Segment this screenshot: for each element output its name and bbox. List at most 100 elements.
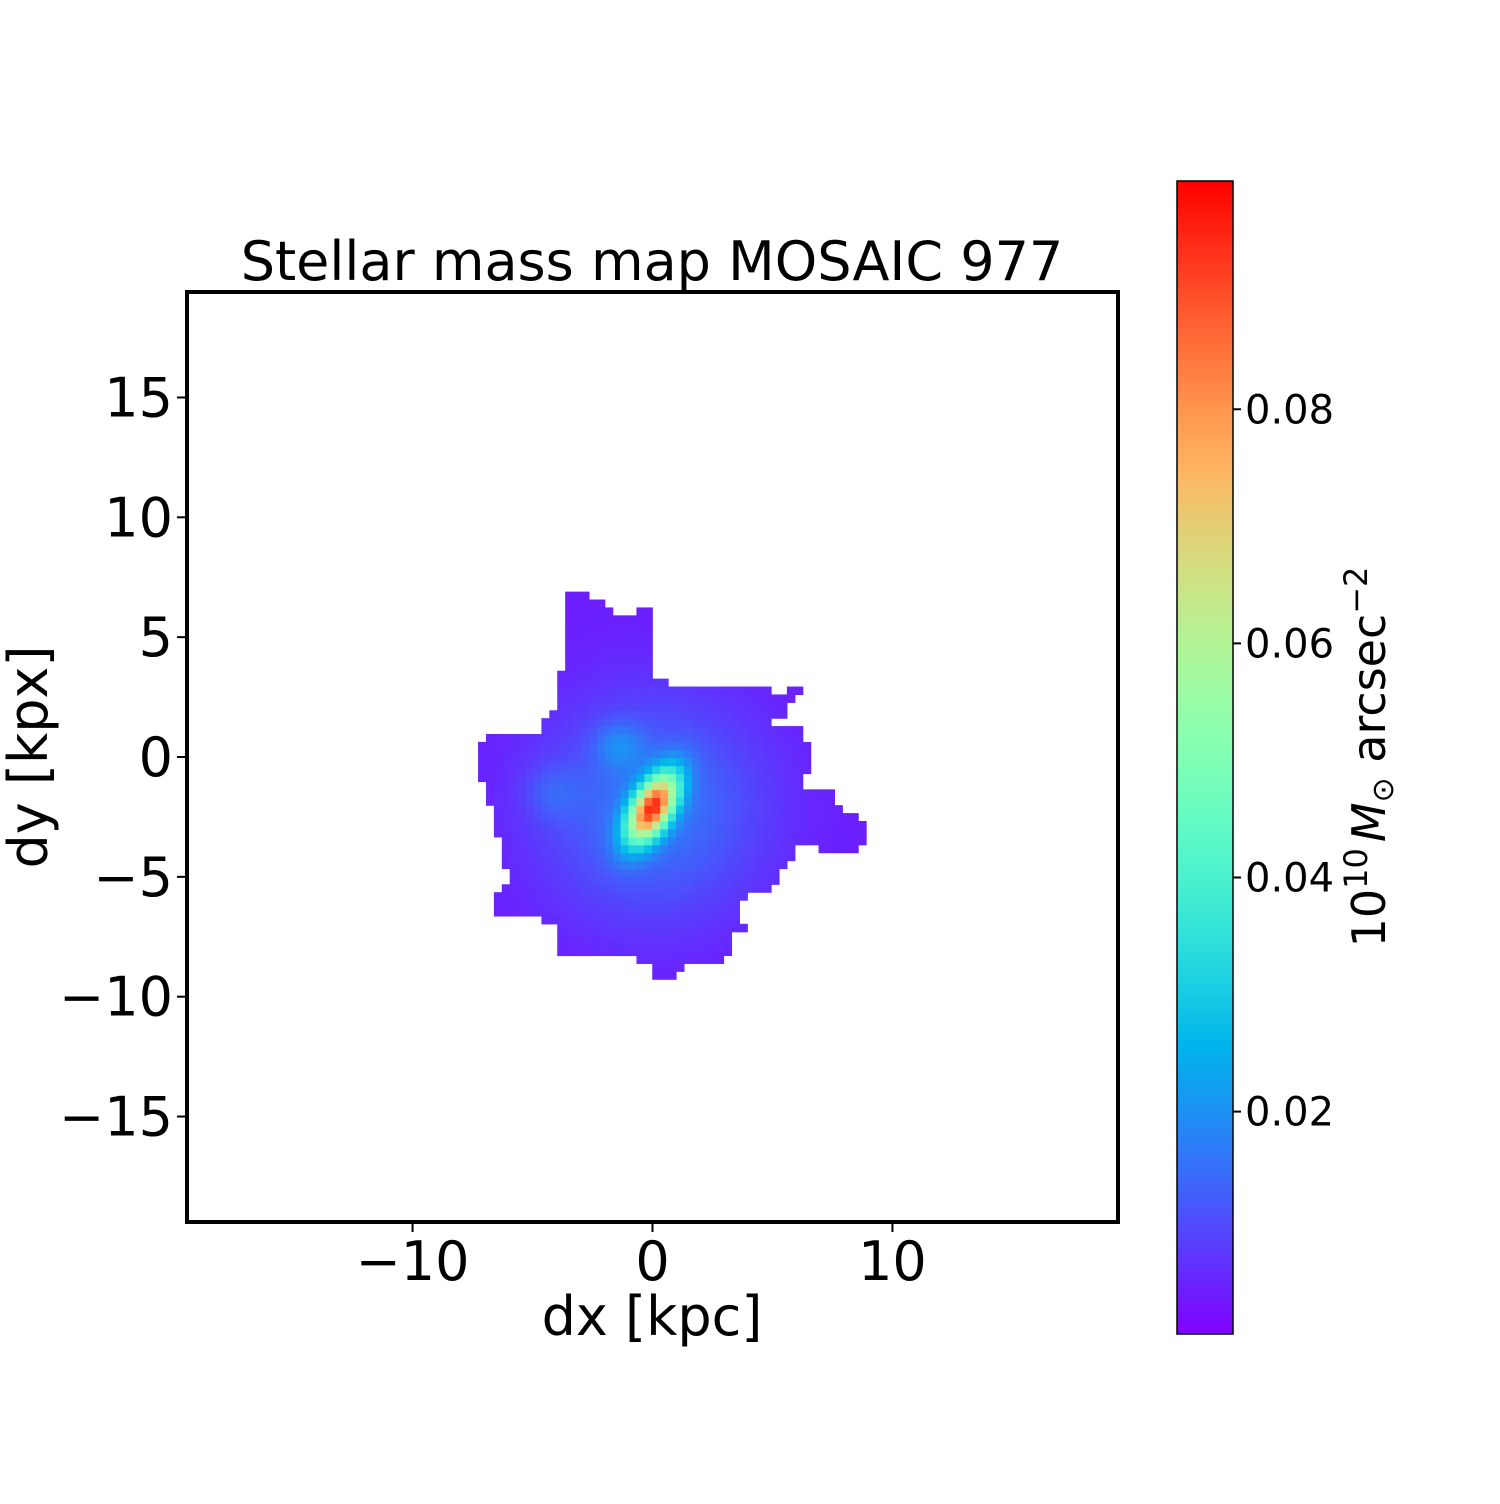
heatmap-cell: [668, 718, 677, 727]
heatmap-cell: [755, 741, 764, 751]
heatmap-cell: [691, 718, 701, 727]
heatmap-cell: [565, 623, 574, 632]
heatmap-cell: [794, 820, 804, 830]
heatmap-cell: [644, 900, 653, 909]
heatmap-cell: [612, 828, 622, 838]
heatmap-cell: [786, 726, 796, 735]
heatmap-cell: [739, 852, 748, 862]
heatmap-cell: [810, 836, 820, 846]
heatmap-cell: [533, 892, 543, 901]
heatmap-cell: [668, 868, 677, 877]
heatmap-cell: [786, 813, 796, 822]
heatmap-cell: [747, 757, 756, 767]
heatmap-cell: [493, 781, 503, 790]
heatmap-cell: [683, 757, 693, 767]
heatmap-cell: [644, 923, 653, 933]
heatmap-cell: [660, 789, 669, 798]
heatmap-cell: [755, 726, 764, 735]
heatmap-cell: [557, 892, 566, 901]
heatmap-cell: [604, 876, 614, 885]
heatmap-cell: [786, 836, 796, 846]
heatmap-cell: [644, 813, 653, 822]
heatmap-cell: [707, 710, 717, 719]
heatmap-cell: [628, 670, 638, 680]
heatmap-cell: [652, 765, 661, 775]
heatmap-cell: [786, 781, 796, 790]
heatmap-cell: [628, 813, 638, 822]
heatmap-cell: [723, 836, 733, 846]
heatmap-cell: [652, 694, 661, 703]
heatmap-cell: [612, 860, 622, 870]
heatmap-cell: [676, 908, 685, 917]
heatmap-cell: [763, 789, 772, 798]
heatmap-cell: [747, 852, 756, 862]
heatmap-cell: [612, 900, 622, 909]
heatmap-cell: [517, 908, 527, 917]
heatmap-cell: [731, 686, 740, 696]
heatmap-cell: [517, 813, 527, 822]
heatmap-cell: [636, 694, 645, 703]
heatmap-cell: [826, 813, 835, 822]
heatmap-cell: [612, 781, 622, 790]
heatmap-cell: [565, 805, 574, 814]
heatmap-cell: [676, 781, 685, 790]
heatmap-cell: [842, 820, 851, 830]
heatmap-cell: [652, 789, 661, 798]
heatmap-cell: [525, 820, 535, 830]
heatmap-cell: [596, 639, 606, 648]
heatmap-cell: [652, 892, 661, 901]
heatmap-cell: [557, 813, 566, 822]
heatmap-cell: [573, 718, 582, 727]
heatmap-cell: [573, 686, 582, 696]
heatmap-cell: [810, 797, 820, 806]
heatmap-cell: [683, 726, 693, 735]
heatmap-cell: [612, 741, 622, 751]
heatmap-cell: [596, 797, 606, 806]
heatmap-cell: [676, 733, 685, 743]
heatmap-cell: [715, 836, 725, 846]
heatmap-cell: [557, 765, 566, 775]
heatmap-cell: [580, 726, 590, 735]
heatmap-cell: [747, 797, 756, 806]
heatmap-cell: [565, 591, 574, 601]
heatmap-cell: [596, 852, 606, 862]
heatmap-cell: [668, 963, 677, 972]
heatmap-cell: [683, 915, 693, 925]
heatmap-cell: [676, 702, 685, 711]
heatmap-cell: [604, 900, 614, 909]
heatmap-cell: [644, 702, 653, 711]
heatmap-cell: [676, 710, 685, 719]
heatmap-cell: [549, 781, 558, 790]
heatmap-cell: [501, 789, 511, 798]
heatmap-cell: [501, 741, 511, 751]
heatmap-cell: [691, 844, 701, 854]
heatmap-cell: [533, 852, 543, 862]
heatmap-cell: [676, 844, 685, 854]
heatmap-cell: [699, 868, 709, 877]
x-tick-label: 10: [858, 1230, 927, 1293]
heatmap-cell: [501, 852, 511, 862]
heatmap-cell: [612, 931, 622, 941]
heatmap-cell: [628, 908, 638, 917]
heatmap-cell: [580, 631, 590, 640]
heatmap-cell: [778, 781, 788, 790]
heatmap-cell: [580, 868, 590, 877]
y-tick-label: −10: [59, 966, 173, 1029]
heatmap-cell: [715, 852, 725, 862]
heatmap-cell: [818, 813, 828, 822]
heatmap-cell: [620, 876, 630, 885]
heatmap-cell: [604, 702, 614, 711]
heatmap-cell: [612, 694, 622, 703]
heatmap-cell: [565, 820, 574, 830]
heatmap-cell: [620, 702, 630, 711]
heatmap-cell: [493, 820, 503, 830]
heatmap-cell: [565, 662, 574, 672]
heatmap-cell: [644, 718, 653, 727]
heatmap-cell: [699, 765, 709, 775]
heatmap-cell: [715, 741, 725, 751]
heatmap-cell: [660, 781, 669, 790]
heatmap-cell: [723, 805, 733, 814]
heatmap-cell: [668, 805, 677, 814]
heatmap-cell: [596, 781, 606, 790]
heatmap-cell: [478, 773, 487, 783]
